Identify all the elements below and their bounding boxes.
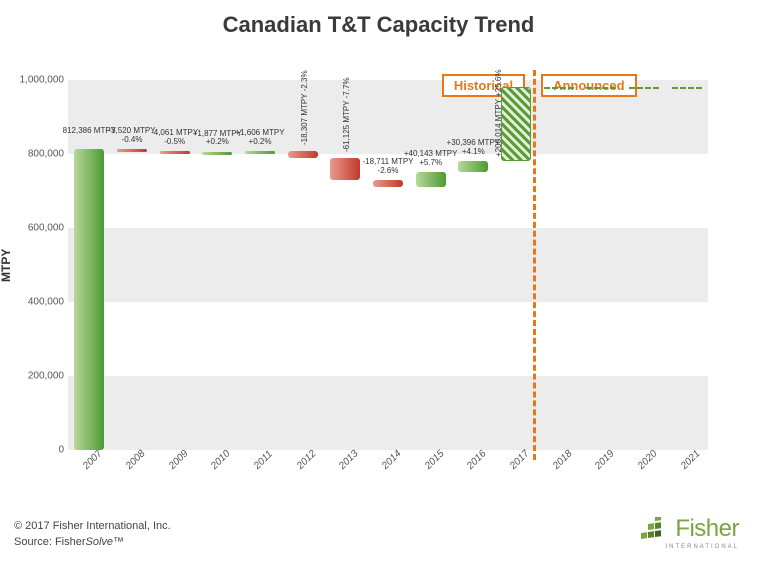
bar-label: -3,520 MTPY-0.4% xyxy=(108,127,155,145)
logo-squares-icon xyxy=(641,517,667,546)
y-tick-label: 0 xyxy=(4,445,64,456)
waterfall-bar xyxy=(160,151,190,154)
historical-announced-divider xyxy=(533,70,536,460)
y-tick-label: 200,000 xyxy=(4,371,64,382)
y-axis-label: MTPY xyxy=(0,249,13,282)
waterfall-bar xyxy=(288,151,318,158)
waterfall-bar xyxy=(245,151,275,154)
waterfall-bar xyxy=(458,161,488,172)
logo-text: Fisher xyxy=(675,515,739,542)
chart: 0200,000400,000600,000800,0001,000,00020… xyxy=(68,80,708,470)
x-tick-label: 2014 xyxy=(380,448,404,472)
legend-announced: Announced xyxy=(541,74,637,97)
bar-label: +1,606 MTPY+0.2% xyxy=(235,129,284,147)
bar-label: +200,014 MTPY +25.6% xyxy=(495,70,504,157)
grid-band xyxy=(68,228,708,302)
projection-segment xyxy=(672,87,702,89)
plot-area: 0200,000400,000600,000800,0001,000,00020… xyxy=(68,80,708,450)
x-tick-label: 2017 xyxy=(508,448,532,472)
x-tick-label: 2016 xyxy=(465,448,489,472)
y-tick-label: 1,000,000 xyxy=(4,75,64,86)
x-tick-label: 2018 xyxy=(551,448,575,472)
y-tick-label: 800,000 xyxy=(4,149,64,160)
fisher-logo: Fisher INTERNATIONAL xyxy=(641,515,739,550)
projection-segment xyxy=(544,87,574,89)
copyright-text: © 2017 Fisher International, Inc. xyxy=(14,519,171,534)
bar-label: -18,307 MTPY -2.3% xyxy=(301,70,310,145)
waterfall-bar xyxy=(373,180,403,187)
x-tick-label: 2021 xyxy=(679,448,703,472)
bar-label: -61,125 MTPY -7.7% xyxy=(343,77,352,152)
x-tick-label: 2012 xyxy=(295,448,319,472)
x-tick-label: 2008 xyxy=(124,448,148,472)
y-tick-label: 600,000 xyxy=(4,223,64,234)
source-text: Source: FisherSolve™ xyxy=(14,535,171,550)
waterfall-bar xyxy=(117,149,147,152)
x-tick-label: 2007 xyxy=(81,448,105,472)
bar-label: +30,396 MTPY+4.1% xyxy=(447,139,501,157)
footer: © 2017 Fisher International, Inc. Source… xyxy=(14,519,171,550)
x-tick-label: 2019 xyxy=(593,448,617,472)
waterfall-bar xyxy=(330,158,360,181)
x-tick-label: 2011 xyxy=(252,449,275,472)
projection-segment xyxy=(586,87,616,89)
x-tick-label: 2015 xyxy=(423,448,447,472)
waterfall-bar xyxy=(74,149,104,450)
x-tick-label: 2010 xyxy=(209,448,233,472)
x-tick-label: 2020 xyxy=(636,448,660,472)
waterfall-bar xyxy=(202,152,232,155)
chart-title: Canadian T&T Capacity Trend xyxy=(0,0,757,38)
waterfall-bar xyxy=(501,87,531,161)
x-tick-label: 2009 xyxy=(167,448,191,472)
waterfall-bar xyxy=(416,172,446,187)
x-tick-label: 2013 xyxy=(337,448,361,472)
grid-band xyxy=(68,376,708,450)
bar-label: -4,061 MTPY-0.5% xyxy=(151,129,198,147)
projection-segment xyxy=(629,87,659,89)
y-tick-label: 400,000 xyxy=(4,297,64,308)
